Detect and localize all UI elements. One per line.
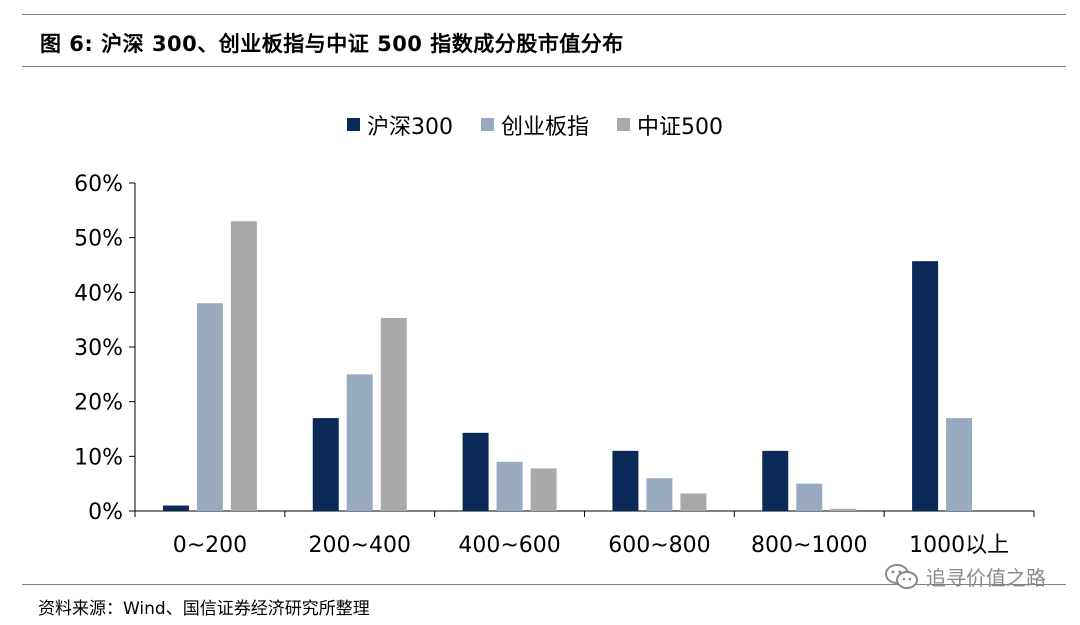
y-axis: 0% 10% 20% 30% 40% 50% 60% xyxy=(74,172,136,525)
bar xyxy=(796,483,823,511)
top-rule xyxy=(22,14,1066,15)
legend-swatch xyxy=(481,118,494,131)
bar xyxy=(680,493,707,511)
y-tick-label: 60% xyxy=(74,172,123,197)
x-tick-label: 800~1000 xyxy=(751,533,867,558)
bars xyxy=(162,221,973,511)
bar xyxy=(496,461,523,511)
bar xyxy=(312,418,339,511)
y-tick-label: 30% xyxy=(74,336,123,361)
x-tick-label: 600~800 xyxy=(608,533,710,558)
x-tick-label: 1000以上 xyxy=(909,533,1009,558)
x-tick-label: 200~400 xyxy=(309,533,411,558)
watermark-text: 追寻价值之路 xyxy=(926,566,1046,590)
bar xyxy=(946,418,973,511)
legend-swatch xyxy=(347,118,360,131)
bar xyxy=(830,508,857,511)
figure-title: 图 6: 沪深 300、创业板指与中证 500 指数成分股市值分布 xyxy=(40,32,624,56)
y-tick-label: 50% xyxy=(74,227,123,252)
y-tick-label: 20% xyxy=(74,391,123,416)
x-axis: 0~200 200~400 400~600 600~800 800~1000 1000以上 xyxy=(134,510,1035,558)
bar xyxy=(462,432,489,511)
x-tick-label: 0~200 xyxy=(173,533,247,558)
title-rule xyxy=(22,66,1066,67)
x-tick-label: 400~600 xyxy=(458,533,560,558)
bar xyxy=(912,261,939,511)
watermark: 追寻价值之路 xyxy=(884,562,1046,591)
bar xyxy=(346,374,373,511)
bottom-rule xyxy=(22,584,1066,585)
bar xyxy=(380,318,407,511)
legend-swatch xyxy=(617,118,631,131)
bar xyxy=(230,221,257,511)
bar xyxy=(646,478,673,511)
y-tick-label: 0% xyxy=(88,500,123,525)
bar xyxy=(762,450,789,511)
source-note: 资料来源：Wind、国信证券经济研究所整理 xyxy=(38,599,370,619)
legend-label: 中证500 xyxy=(637,115,723,140)
bar xyxy=(162,505,189,511)
legend-label: 沪深300 xyxy=(367,115,453,140)
legend-label: 创业板指 xyxy=(501,115,589,140)
wechat-icon xyxy=(885,563,918,589)
chart-legend: 沪深300 创业板指 中证500 xyxy=(347,115,723,140)
y-tick-label: 40% xyxy=(74,281,123,306)
y-tick-label: 10% xyxy=(74,445,123,470)
bar xyxy=(196,303,223,511)
bar xyxy=(612,450,639,511)
bar xyxy=(530,468,557,511)
